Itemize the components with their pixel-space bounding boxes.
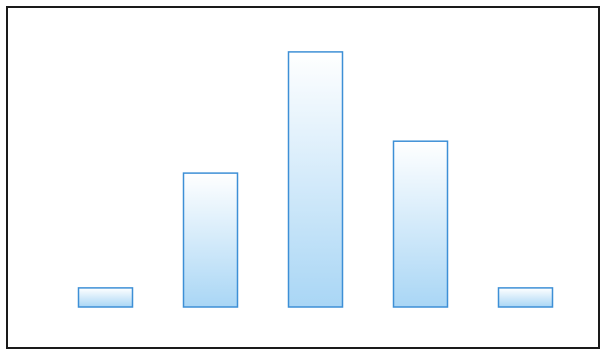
chart-frame	[6, 6, 600, 349]
bar-3	[287, 51, 344, 308]
bar-1	[77, 287, 134, 308]
bar-chart	[77, 51, 554, 308]
bar-4	[392, 140, 449, 308]
bars-group	[77, 51, 554, 308]
bar-2	[182, 172, 239, 308]
bar-5	[497, 287, 554, 308]
